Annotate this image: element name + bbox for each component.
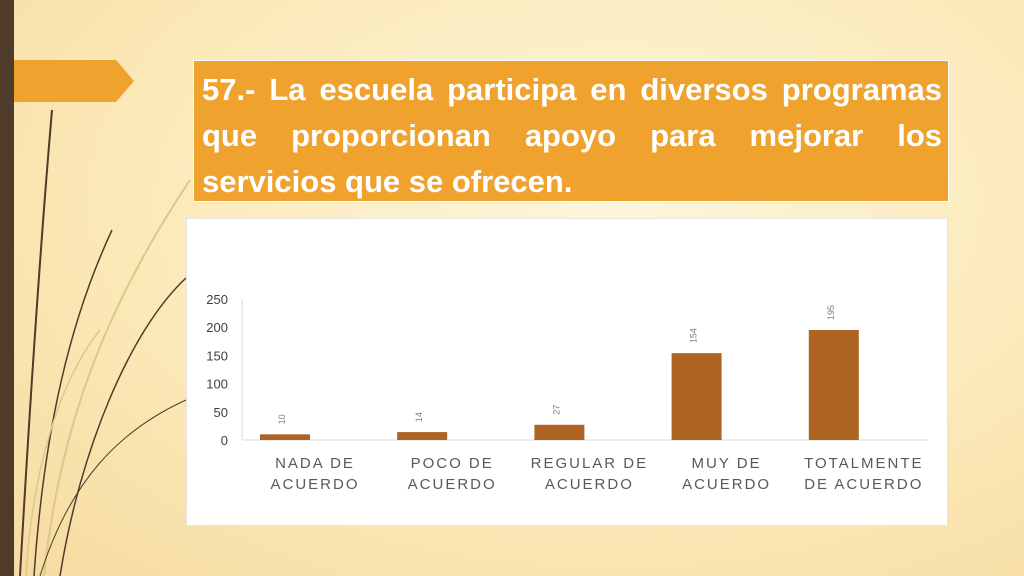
y-tick-label: 200 bbox=[206, 320, 228, 335]
arrow-tab bbox=[14, 60, 134, 102]
data-label: 154 bbox=[689, 328, 699, 343]
data-label: 10 bbox=[277, 414, 287, 424]
swoosh-line bbox=[39, 399, 187, 576]
swoosh-line bbox=[19, 109, 53, 576]
chart-panel: 0 50 100 150 200 250 10 14 27 154 195 NADA DE ACU… bbox=[186, 218, 948, 526]
swoosh-line bbox=[59, 277, 187, 576]
bar bbox=[808, 330, 859, 440]
data-label: 14 bbox=[414, 412, 424, 422]
bar-chart: 0 50 100 150 200 250 10 14 27 154 195 bbox=[206, 292, 928, 448]
y-tick-label: 250 bbox=[206, 292, 228, 307]
slide-title: 57.- La escuela participa en diversos pr… bbox=[202, 72, 942, 199]
swoosh-line bbox=[33, 229, 113, 576]
x-tick-label: TOTALMENTE DE ACUERDO bbox=[804, 455, 924, 493]
x-tick-label: NADA DE ACUERDO bbox=[270, 455, 360, 493]
left-accent-bar bbox=[0, 0, 14, 576]
swoosh-line bbox=[43, 179, 191, 576]
data-label: 195 bbox=[826, 305, 836, 320]
y-tick-label: 0 bbox=[221, 433, 228, 448]
bar bbox=[671, 353, 722, 440]
data-label: 27 bbox=[551, 405, 561, 415]
y-tick-label: 50 bbox=[214, 405, 228, 420]
swoosh-line bbox=[25, 329, 101, 576]
x-tick-label: MUY DE ACUERDO bbox=[682, 455, 772, 493]
x-tick-label: POCO DE ACUERDO bbox=[407, 455, 497, 493]
y-tick-label: 100 bbox=[206, 377, 228, 392]
y-tick-label: 150 bbox=[206, 348, 228, 363]
bar bbox=[260, 434, 310, 440]
bar bbox=[397, 432, 448, 440]
title-banner: 57.- La escuela participa en diversos pr… bbox=[193, 60, 949, 202]
x-tick-label: REGULAR DE ACUERDO bbox=[530, 455, 649, 493]
bar bbox=[534, 424, 585, 440]
